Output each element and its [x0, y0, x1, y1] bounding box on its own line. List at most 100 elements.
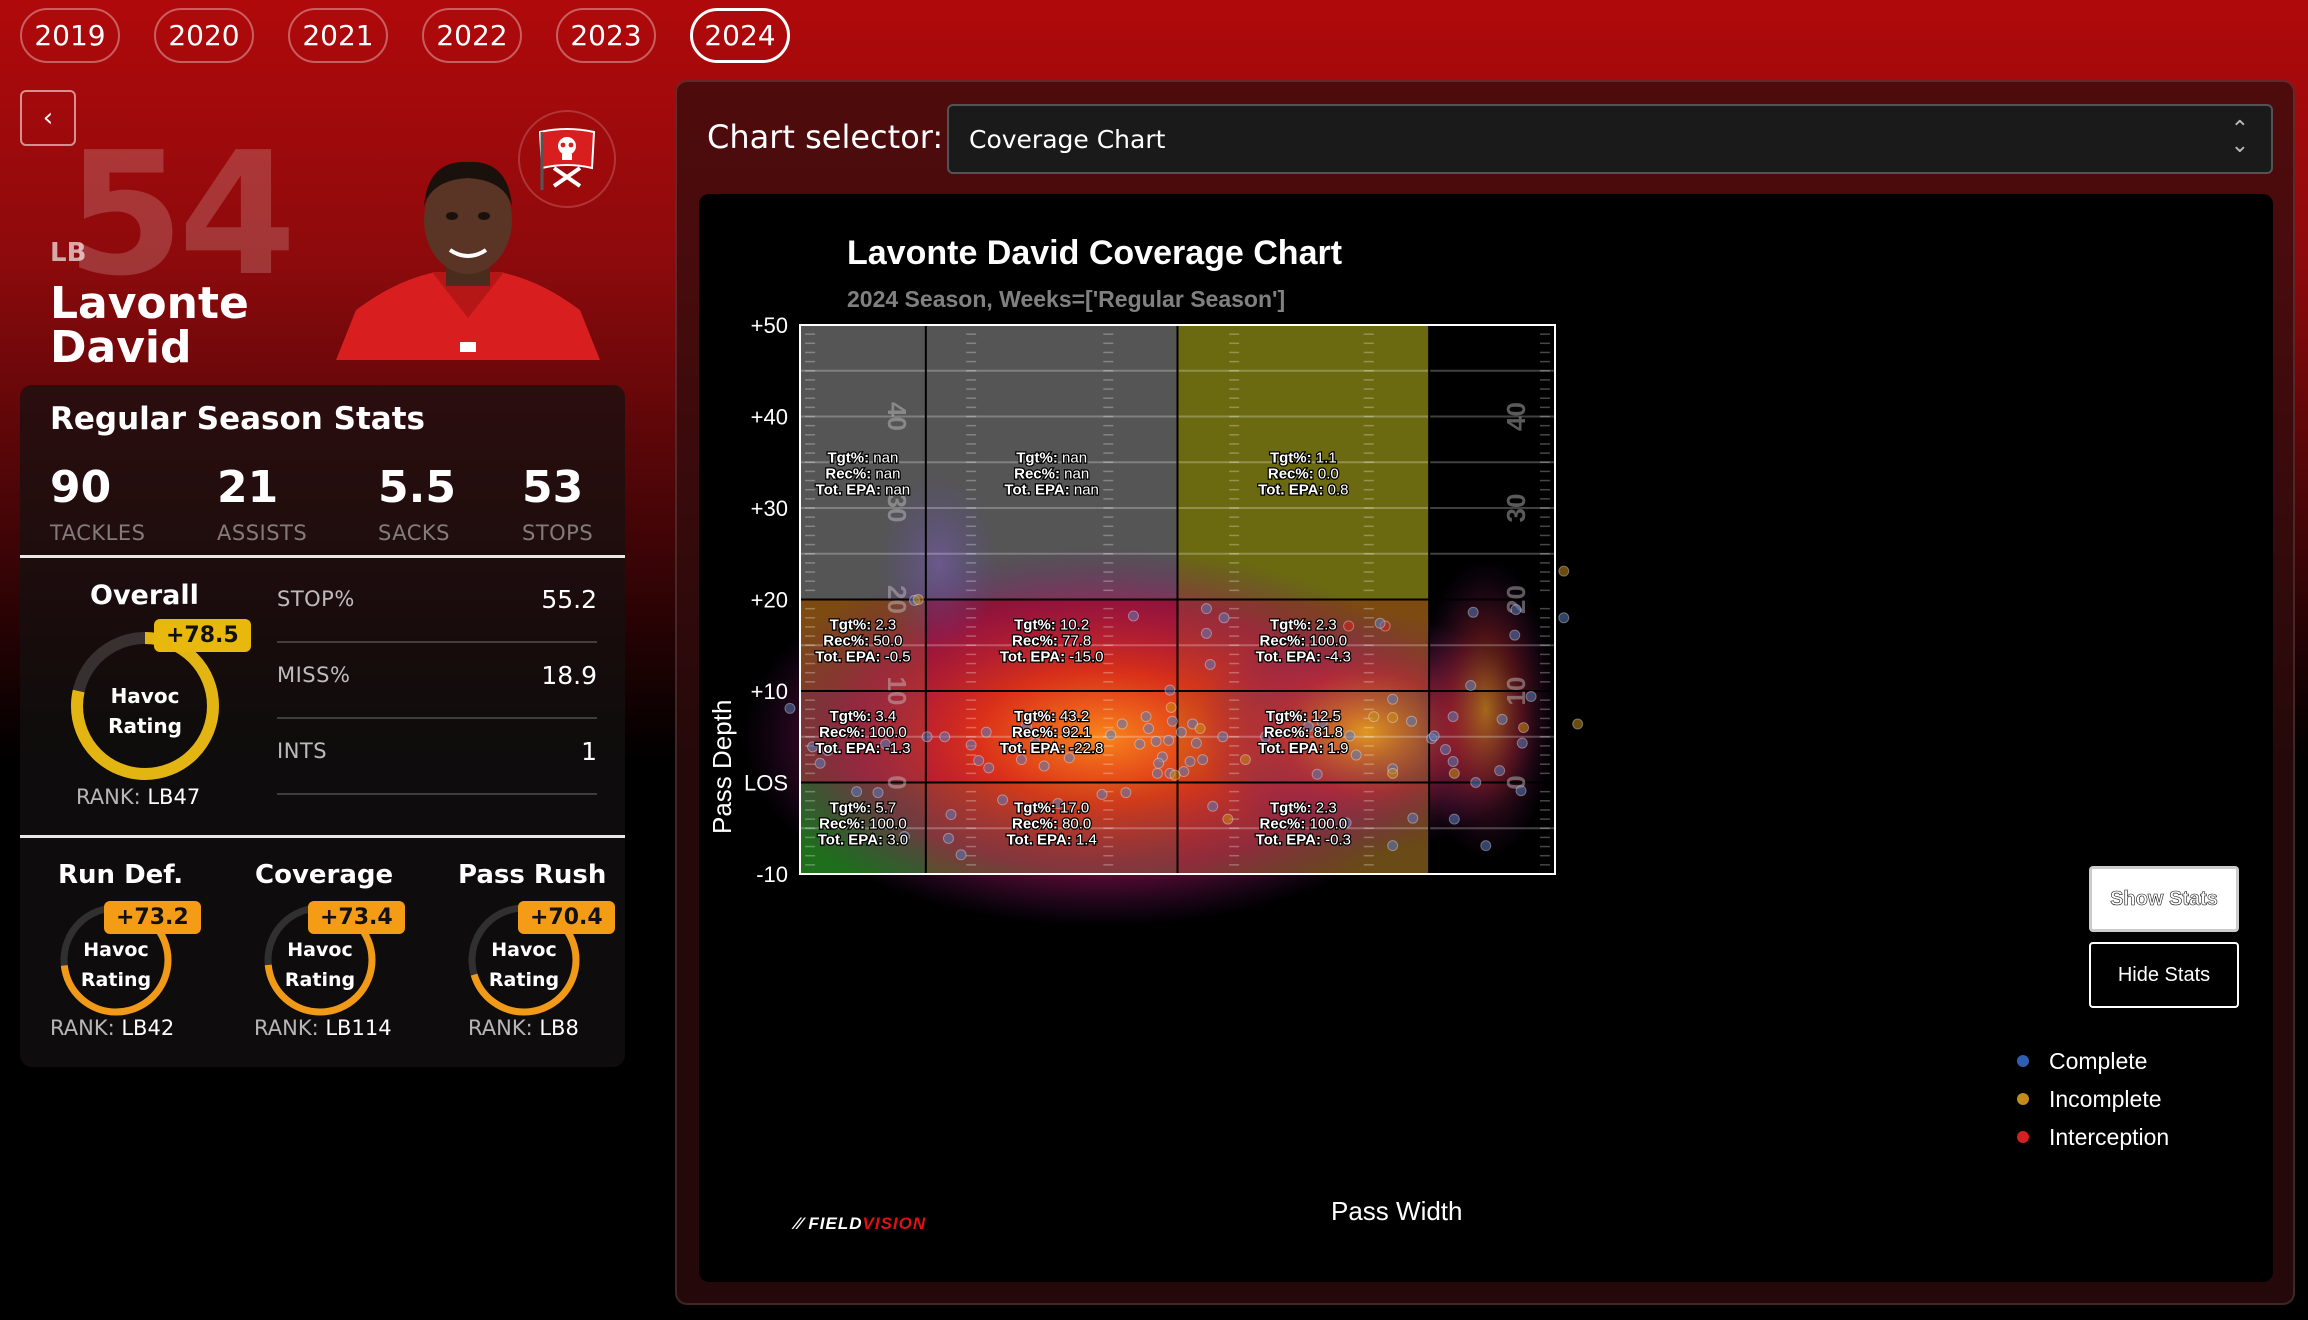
tab-year-2020[interactable]: 2020 [154, 8, 254, 63]
tab-year-2024[interactable]: 2024 [690, 8, 790, 63]
pass-point [997, 794, 1009, 806]
y-axis-label: Pass Depth [707, 699, 737, 834]
pass-point [1387, 693, 1399, 705]
pass-point [1465, 680, 1477, 692]
y-tick-label: +20 [751, 588, 788, 613]
pass-point [1151, 767, 1163, 779]
tab-year-2021[interactable]: 2021 [288, 8, 388, 63]
coverage-rank: RANK: LB114 [254, 1016, 392, 1040]
zone-stat-text: Tot. EPA: 1.9 [1258, 740, 1348, 757]
ring-line2: Rating [81, 969, 151, 991]
metric-value: 18.9 [541, 661, 597, 690]
pass-point [1143, 723, 1155, 735]
pass-point [1558, 612, 1570, 624]
overall-rating-ring: Havoc Rating [71, 632, 219, 780]
zone-stat-text: Tgt%: 3.4 [830, 708, 897, 725]
player-headshot [336, 161, 600, 360]
pass-point [1374, 617, 1386, 629]
legend-dot-complete [2017, 1055, 2029, 1067]
pass-rush-title: Pass Rush [458, 860, 607, 890]
zone-stat-text: Tot. EPA: 3.0 [818, 831, 908, 848]
pass-point [1368, 711, 1380, 723]
run-def-badge: +73.2 [104, 901, 201, 934]
pass-point [1052, 798, 1064, 810]
overall-title: Overall [90, 580, 199, 611]
metric-row-stop-pct: STOP% 55.2 [277, 567, 597, 643]
pass-point [1163, 734, 1175, 746]
pass-point [1316, 716, 1328, 728]
pass-point [1572, 718, 1584, 730]
pass-point [1428, 730, 1440, 742]
divider [20, 555, 625, 558]
tab-year-2019[interactable]: 2019 [20, 8, 120, 63]
pass-point [1127, 610, 1139, 622]
chart-selector-dropdown[interactable]: Coverage Chart ⌃ ⌄ [947, 104, 2273, 174]
zone-stat-text: Tgt%: 10.2 [1014, 616, 1089, 633]
pass-point [1525, 690, 1537, 702]
pass-point [1150, 735, 1162, 747]
zone-stat-text: Rec%: nan [825, 465, 900, 482]
jersey-number: 54 [66, 116, 297, 314]
pass-point [1480, 840, 1492, 852]
ring-line1: Havoc [287, 939, 352, 961]
zone-stat-text: Rec%: 0.0 [1268, 465, 1339, 482]
ring-line1: Havoc [111, 684, 180, 708]
stat-value: 21 [217, 462, 279, 513]
player-name: Lavonte David [50, 282, 249, 370]
overall-rank: RANK: LB47 [76, 785, 200, 809]
rank-label: RANK: [76, 785, 141, 809]
pass-point [1447, 711, 1459, 723]
stat-value: 90 [50, 462, 112, 513]
stat-tackles: 90 TACKLES [50, 462, 146, 546]
player-last-name: David [50, 322, 192, 373]
zone-stat-text: Tgt%: 17.0 [1014, 799, 1089, 816]
pass-point [1200, 603, 1212, 615]
pass-point [921, 731, 933, 743]
pass-point [880, 738, 892, 750]
x-axis-label: Pass Width [1331, 1196, 1463, 1226]
tab-year-2022[interactable]: 2022 [422, 8, 522, 63]
field-number: 10 [882, 677, 912, 706]
pass-point [945, 809, 957, 821]
zone-stat-text: Tot. EPA: -4.3 [1256, 648, 1351, 665]
rank-value: LB47 [147, 785, 201, 809]
team-logo [518, 110, 616, 208]
hide-stats-button[interactable]: Hide Stats [2089, 942, 2239, 1008]
pass-point [822, 744, 834, 756]
pass-point [1343, 620, 1355, 632]
field-number: 0 [1501, 775, 1531, 789]
pass-point [1222, 813, 1234, 825]
chevron-left-icon: ‹ [42, 103, 54, 133]
run-def-rank: RANK: LB42 [50, 1016, 174, 1040]
pass-point [942, 832, 954, 844]
updown-chevron-icon: ⌃ ⌄ [2230, 117, 2249, 158]
ring-line2: Rating [489, 969, 559, 991]
pass-point [814, 757, 826, 769]
legend-incomplete: Incomplete [2017, 1086, 2162, 1113]
zone-stat-text: Tgt%: 43.2 [1014, 708, 1089, 725]
show-stats-button[interactable]: Show Stats [2089, 866, 2239, 932]
metric-row-ints: INTS 1 [277, 719, 597, 795]
zone-stat-text: Tot. EPA: -0.3 [1256, 831, 1351, 848]
pass-point [1350, 749, 1362, 761]
rank-value: LB42 [121, 1016, 175, 1040]
pass-point [1516, 737, 1528, 749]
zone-stat-text: Tgt%: 12.5 [1266, 708, 1341, 725]
y-tick-label: +50 [751, 313, 788, 338]
ring-line1: Havoc [83, 939, 148, 961]
pass-point [1029, 737, 1041, 749]
zone-stat-text: Tgt%: nan [1016, 449, 1087, 466]
ring-line2: Rating [285, 969, 355, 991]
stats-title: Regular Season Stats [50, 401, 425, 437]
pass-point [1194, 723, 1206, 735]
coverage-badge: +73.4 [308, 901, 405, 934]
zone-cell [1177, 325, 1430, 600]
stat-label: TACKLES [50, 521, 146, 545]
regular-season-stats-card: Regular Season Stats 90 TACKLES 21 ASSIS… [20, 385, 625, 1067]
tab-year-2023[interactable]: 2023 [556, 8, 656, 63]
legend-label: Interception [2049, 1124, 2170, 1150]
overall-badge: +78.5 [154, 619, 251, 652]
pass-point [1166, 715, 1178, 727]
back-button[interactable]: ‹ [20, 90, 76, 146]
